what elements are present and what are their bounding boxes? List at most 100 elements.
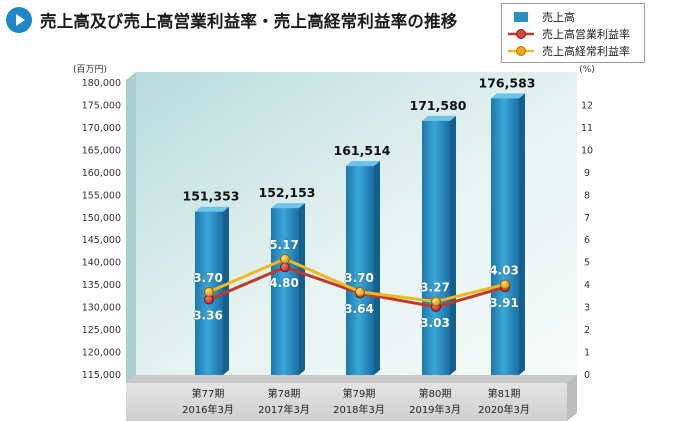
category-period-label: 第81期 xyxy=(488,387,521,400)
left-tick-label: 165,000 xyxy=(82,145,121,156)
left-tick-label: 160,000 xyxy=(82,168,121,179)
sales-bar-top xyxy=(271,203,305,209)
left-tick-label: 170,000 xyxy=(82,123,121,134)
left-tick-label: 155,000 xyxy=(82,190,121,201)
right-tick-label: 10 xyxy=(581,145,593,156)
sales-bar-front xyxy=(346,166,374,375)
ordinary-margin-label: 3.70 xyxy=(344,271,374,285)
margin-lines xyxy=(204,253,510,312)
right-axis-unit: (%) xyxy=(579,65,595,75)
play-arrow-icon xyxy=(6,7,32,33)
operating-margin-label: 3.64 xyxy=(344,302,374,316)
sales-bar-top xyxy=(195,206,229,212)
sales-bar xyxy=(271,203,305,375)
legend-label-sales: 売上高 xyxy=(542,11,575,24)
left-tick-label: 115,000 xyxy=(82,370,121,381)
sales-value-label: 152,153 xyxy=(259,185,316,200)
sales-bar-top xyxy=(346,161,380,167)
legend-item-sales: 売上高 xyxy=(508,9,575,25)
category-date-label: 2016年3月 xyxy=(182,403,234,416)
operating-margin-label: 4.80 xyxy=(269,276,299,290)
ordinary-margin-label: 5.17 xyxy=(269,238,299,252)
sales-bar-side xyxy=(519,93,525,375)
left-tick-label: 145,000 xyxy=(82,235,121,246)
left-tick-label: 125,000 xyxy=(82,325,121,336)
category-period-label: 第77期 xyxy=(192,387,225,400)
sales-bar-side xyxy=(450,115,456,376)
operating-margin-label: 3.03 xyxy=(420,316,450,330)
right-tick-label: 1 xyxy=(584,348,590,359)
sales-bar-top xyxy=(422,115,456,121)
chart-title: 売上高及び売上高営業利益率・売上高経常利益率の推移 xyxy=(40,12,458,31)
category-period-label: 第78期 xyxy=(268,387,301,400)
category-date-label: 2019年3月 xyxy=(409,403,461,416)
legend-item-operating-margin: 売上高営業利益率 xyxy=(508,26,630,42)
left-tick-label: 175,000 xyxy=(82,100,121,111)
left-tick-label: 150,000 xyxy=(82,213,121,224)
right-tick-label: 4 xyxy=(584,280,590,291)
sales-bars xyxy=(195,93,525,376)
category-period-label: 第79期 xyxy=(343,387,376,400)
ordinary-margin-point xyxy=(500,279,510,290)
sales-bar-side xyxy=(299,203,305,375)
chart-legend: 売上高 売上高営業利益率 売上高経常利益率 xyxy=(501,3,645,63)
left-tick-label: 130,000 xyxy=(82,303,121,314)
category-period-label: 第80期 xyxy=(419,387,452,400)
ordinary-margin-label: 3.70 xyxy=(193,271,223,285)
category-labels: 第77期 2016年3月 第78期 2017年3月 第79期 2018年3月 第80期 201… xyxy=(182,387,530,416)
legend-label-ordinary-margin: 売上高経常利益率 xyxy=(542,45,630,58)
sales-bar-side xyxy=(374,161,380,375)
sales-bar-top xyxy=(491,93,525,99)
right-tick-label: 9 xyxy=(584,168,590,179)
right-tick-label: 11 xyxy=(581,123,593,134)
ordinary-margin-point xyxy=(280,253,290,264)
operating-margin-label: 3.91 xyxy=(489,296,519,310)
sales-bar xyxy=(422,115,456,376)
category-date-label: 2018年3月 xyxy=(333,403,385,416)
left-tick-label: 180,000 xyxy=(82,78,121,89)
left-axis-unit: (百万円) xyxy=(73,64,107,75)
category-date-label: 2017年3月 xyxy=(258,403,310,416)
right-tick-label: 6 xyxy=(584,235,590,246)
title-block: 売上高及び売上高営業利益率・売上高経常利益率の推移 xyxy=(6,4,458,36)
sales-bar-front xyxy=(491,98,519,375)
ordinary-margin-point xyxy=(431,296,441,307)
sales-value-label: 176,583 xyxy=(479,75,536,90)
ordinary-margin-point xyxy=(204,286,214,297)
category-date-label: 2020年3月 xyxy=(478,403,530,416)
sales-value-label: 171,580 xyxy=(410,98,467,113)
right-tick-label: 3 xyxy=(584,303,590,314)
left-tick-label: 135,000 xyxy=(82,280,121,291)
sales-bar-front xyxy=(422,120,450,376)
left-tick-label: 120,000 xyxy=(82,348,121,359)
right-tick-label: 2 xyxy=(584,325,590,336)
sales-value-label: 151,353 xyxy=(183,189,240,204)
operating-margin-label: 3.36 xyxy=(193,309,223,323)
category-band-side xyxy=(567,375,577,421)
right-tick-label: 0 xyxy=(584,370,590,381)
category-band-front xyxy=(126,383,567,421)
yellow-line-dot-icon xyxy=(508,46,534,56)
right-tick-label: 12 xyxy=(581,100,593,111)
plot-side-wall xyxy=(126,72,136,383)
sales-value-label: 161,514 xyxy=(334,143,391,158)
left-tick-label: 140,000 xyxy=(82,258,121,269)
right-tick-label: 8 xyxy=(584,190,590,201)
right-tick-label: 7 xyxy=(584,213,590,224)
sales-bar xyxy=(346,161,380,375)
ordinary-margin-label: 3.27 xyxy=(420,281,450,295)
operating-margin-point xyxy=(280,262,290,273)
ordinary-margin-label: 4.03 xyxy=(489,263,519,277)
left-axis: 115,000 120,000 125,000 130,000 135,000 140,0… xyxy=(82,78,121,381)
category-band xyxy=(126,375,577,421)
legend-item-ordinary-margin: 売上高経常利益率 xyxy=(508,43,630,59)
bar-swatch-icon xyxy=(514,12,528,22)
data-labels: 151,353 152,153 161,514 171,580 176,583 3.70 5… xyxy=(183,75,536,330)
legend-label-operating-margin: 売上高営業利益率 xyxy=(542,28,630,41)
right-tick-label: 5 xyxy=(584,258,590,269)
sales-bar xyxy=(491,93,525,375)
category-band-top xyxy=(126,375,577,383)
red-line-dot-icon xyxy=(508,29,534,39)
